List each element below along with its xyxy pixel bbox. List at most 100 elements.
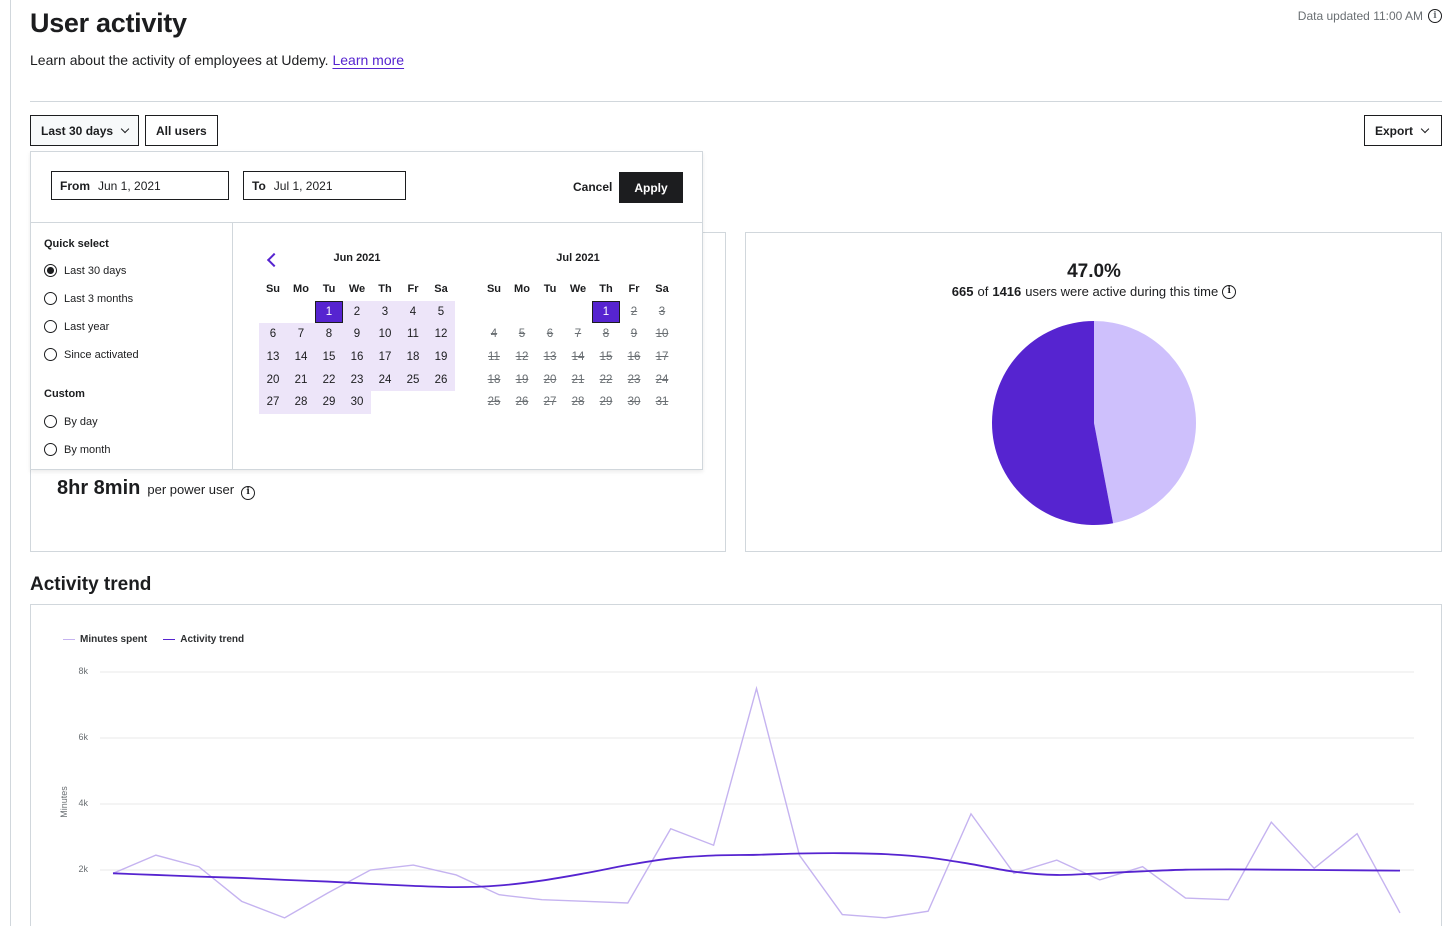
calendar-day[interactable]: 29 — [315, 390, 343, 414]
of-text: of — [977, 284, 989, 299]
calendar-empty — [536, 301, 564, 324]
to-value: Jul 1, 2021 — [273, 178, 333, 193]
calendar-day: 20 — [543, 373, 557, 386]
users-filter-button[interactable]: All users — [145, 115, 218, 146]
calendar-day[interactable]: 23 — [343, 368, 371, 391]
radio-icon — [44, 320, 57, 333]
custom-option[interactable]: By day — [44, 415, 98, 428]
custom-option[interactable]: By month — [44, 443, 110, 456]
calendar-day: 11 — [488, 351, 500, 364]
calendar-day[interactable]: 27 — [259, 390, 287, 414]
weekday-label: Tu — [322, 283, 336, 296]
to-label: To — [252, 178, 266, 193]
calendar-day: 13 — [543, 351, 557, 364]
calendar-day[interactable]: 15 — [315, 345, 343, 369]
left-border — [10, 0, 11, 926]
calendar-day: 5 — [518, 328, 526, 341]
calendar-day[interactable]: 7 — [287, 323, 315, 346]
info-icon[interactable]: i — [1428, 9, 1442, 23]
calendar-day[interactable]: 9 — [343, 323, 371, 346]
calendar-day: 25 — [487, 396, 501, 409]
weekday-label: Mo — [514, 283, 530, 296]
calendar-day[interactable]: 12 — [427, 323, 455, 346]
calendar-day[interactable]: 16 — [343, 345, 371, 369]
calendar-day[interactable]: 18 — [399, 345, 427, 369]
date-range-button[interactable]: Last 30 days — [30, 115, 140, 146]
calendar-day[interactable]: 21 — [287, 368, 315, 391]
calendar-day[interactable]: 17 — [371, 345, 399, 369]
calendar-day: 10 — [655, 328, 669, 341]
pie-slice-active — [992, 321, 1114, 525]
calendar-day[interactable]: 24 — [371, 368, 399, 391]
subtitle-text: Learn about the activity of employees at… — [30, 52, 329, 68]
y-tick-label: 8k — [78, 666, 88, 676]
info-icon[interactable]: i — [241, 485, 256, 500]
radio-icon — [44, 348, 57, 361]
calendar-day[interactable]: 11 — [399, 323, 427, 346]
month-title: Jul 2021 — [556, 252, 600, 264]
cancel-button[interactable]: Cancel — [573, 180, 613, 194]
calendar-jun: Su Mo Tu We Th Fr Sa 1 2 3 4 5 6 7 8 9 10 11 12 13 14 15 16 17 1… — [259, 278, 455, 414]
y-tick-label: 2k — [78, 864, 88, 874]
calendar-day[interactable]: 4 — [399, 300, 427, 324]
weekday-label: We — [348, 283, 366, 296]
calendar-day[interactable]: 8 — [315, 323, 343, 346]
calendar-day[interactable]: 10 — [371, 323, 399, 346]
info-icon[interactable]: i — [1222, 284, 1237, 299]
calendar-day: 8 — [602, 328, 610, 341]
quick-option[interactable]: Last year — [44, 320, 109, 333]
legend-label: Minutes spent — [80, 634, 148, 645]
data-updated: Data updated 11:00 AM i — [1298, 9, 1442, 23]
calendar-day: 22 — [599, 373, 613, 386]
calendar-day[interactable]: 1 — [592, 300, 620, 324]
calendar-day[interactable]: 6 — [259, 323, 287, 346]
calendar-day: 30 — [627, 396, 641, 409]
calendar-day[interactable]: 2 — [343, 300, 371, 324]
calendar-day[interactable]: 14 — [287, 345, 315, 369]
calendar-day[interactable]: 1 — [315, 300, 343, 324]
calendar-day[interactable]: 30 — [343, 390, 371, 414]
weekday-label: Mo — [293, 283, 309, 296]
from-date-field[interactable]: From Jun 1, 2021 — [51, 171, 229, 200]
legend-item-minutes[interactable]: Minutes spent — [63, 634, 147, 645]
calendar-day[interactable]: 13 — [259, 345, 287, 369]
calendar-day: 29 — [599, 396, 613, 409]
active-users-pie — [992, 321, 1196, 525]
learn-more-link[interactable]: Learn more — [332, 52, 405, 68]
radio-icon — [44, 443, 57, 456]
page-subtitle: Learn about the activity of employees at… — [30, 52, 404, 68]
quick-option[interactable]: Since activated — [44, 348, 139, 361]
to-date-field[interactable]: To Jul 1, 2021 — [243, 171, 406, 200]
calendar-day: 17 — [655, 351, 669, 364]
power-user-value: 8hr 8min — [57, 477, 141, 499]
calendar-day: 27 — [543, 396, 557, 409]
export-button[interactable]: Export — [1364, 115, 1442, 146]
quick-option[interactable]: Last 3 months — [44, 292, 133, 305]
active-percent: 47.0% — [1067, 261, 1121, 282]
quick-option[interactable]: Last 30 days — [44, 264, 126, 277]
calendar-day[interactable]: 3 — [371, 300, 399, 324]
calendar-day[interactable]: 20 — [259, 368, 287, 391]
calendar-day[interactable]: 22 — [315, 368, 343, 391]
calendar-day: 4 — [490, 328, 498, 341]
calendar-day[interactable]: 5 — [427, 300, 455, 324]
calendar-empty — [564, 301, 592, 324]
calendar-day: 26 — [515, 396, 529, 409]
calendar-day[interactable]: 19 — [427, 345, 455, 369]
power-user-metric: 8hr 8min per power user i — [57, 477, 256, 500]
option-label: By month — [64, 443, 111, 456]
calendar-day: 28 — [571, 396, 585, 409]
weekday-label: Fr — [628, 283, 640, 296]
weekday-label: Su — [486, 283, 502, 296]
calendar-day[interactable]: 28 — [287, 390, 315, 414]
calendar-day[interactable]: 25 — [399, 368, 427, 391]
apply-button[interactable]: Apply — [619, 172, 683, 203]
radio-icon — [44, 264, 57, 277]
calendar-day: 6 — [546, 328, 554, 341]
divider — [30, 101, 1442, 102]
calendar-jul: Su Mo Tu We Th Fr Sa 1 2 3 4 5 6 7 8 9 10 11 12 13 14 15 16 17 1… — [480, 278, 676, 414]
calendar-empty — [259, 301, 287, 324]
legend-item-trend[interactable]: Activity trend — [163, 634, 244, 645]
calendar-day[interactable]: 26 — [427, 368, 455, 391]
